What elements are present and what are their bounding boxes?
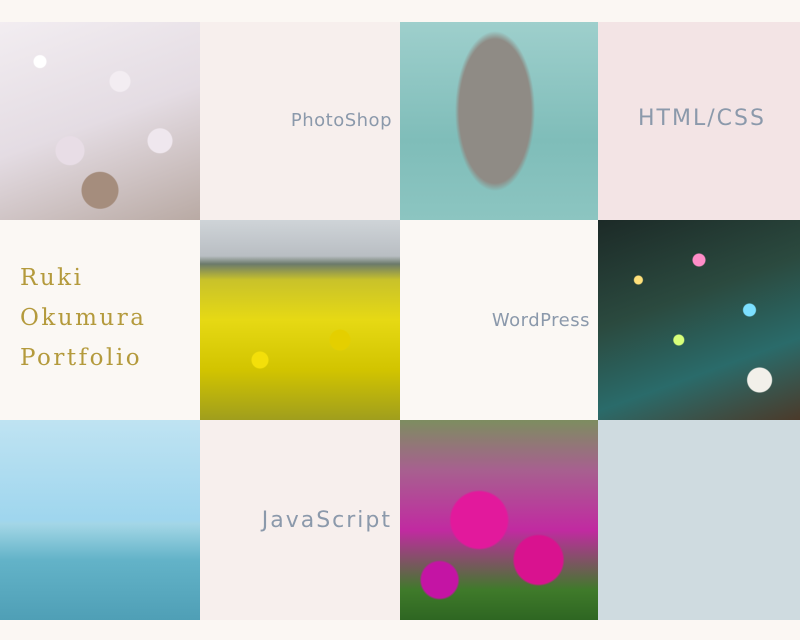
photo-tile-sea: [0, 420, 200, 620]
dolphin-photo: [400, 22, 598, 220]
skill-tile-photoshop[interactable]: PhotoShop: [200, 22, 400, 220]
title-tile: Ruki Okumura Portfolio: [0, 220, 200, 420]
title-line-3: Portfolio: [20, 345, 143, 371]
skill-label-htmlcss: HTML/CSS: [638, 106, 766, 131]
illumination-photo: [598, 220, 800, 420]
photo-tile-lights: [598, 220, 800, 420]
rapeseed-field-photo: [200, 220, 400, 420]
skill-tile-javascript[interactable]: JavaScript: [200, 420, 400, 620]
photo-tile-dolphin: [400, 22, 598, 220]
title-line-1: Ruki: [20, 265, 84, 291]
portfolio-title: Ruki Okumura Portfolio: [20, 258, 146, 378]
skill-tile-htmlcss[interactable]: HTML/CSS: [598, 22, 800, 220]
photo-tile-sakura: [0, 22, 200, 220]
phlox-flowers-photo: [400, 420, 598, 620]
portfolio-grid: PhotoShop HTML/CSS Ruki Okumura Portfoli…: [0, 22, 800, 620]
blank-tile: [598, 420, 800, 620]
photo-tile-phlox: [400, 420, 598, 620]
skill-label-javascript: JavaScript: [261, 508, 392, 533]
skill-label-wordpress: WordPress: [491, 310, 590, 331]
skill-tile-wordpress[interactable]: WordPress: [400, 220, 598, 420]
title-line-2: Okumura: [20, 305, 147, 331]
sea-photo: [0, 420, 200, 620]
skill-label-photoshop: PhotoShop: [290, 110, 392, 131]
photo-tile-rapeseed: [200, 220, 400, 420]
cherry-blossom-photo: [0, 22, 200, 220]
